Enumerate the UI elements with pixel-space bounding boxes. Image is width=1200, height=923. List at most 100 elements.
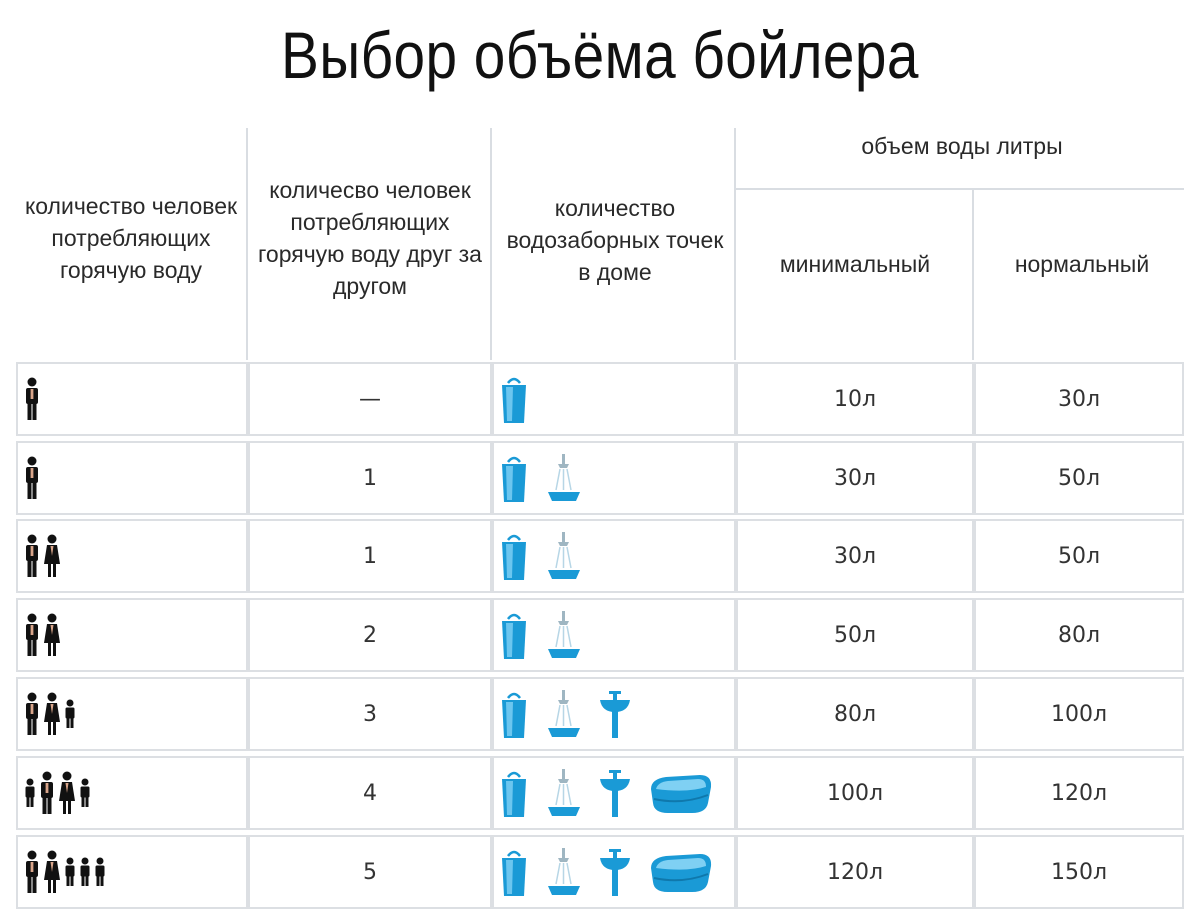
consecutive-cell-value: 5: [363, 859, 377, 885]
min-volume-cell: 50л: [736, 598, 974, 672]
consecutive-cell: 3: [248, 677, 492, 751]
shower-icon: [546, 688, 582, 740]
bucket-icon: [498, 767, 530, 819]
min-volume-cell-value: 100л: [826, 780, 884, 806]
people-cell: [16, 835, 248, 909]
shower-icon: [546, 530, 582, 582]
consecutive-cell: 2: [248, 598, 492, 672]
consecutive-cell-value: 1: [363, 543, 377, 569]
normal-volume-cell: 30л: [974, 362, 1184, 436]
bucket-icon: [498, 452, 530, 504]
shower-icon: [546, 846, 582, 898]
points-cell: [492, 835, 736, 909]
table-row: — 10л 30л: [16, 362, 1184, 436]
min-volume-cell: 30л: [736, 441, 974, 515]
child-icon: [64, 857, 76, 887]
points-cell: [492, 677, 736, 751]
header-points: количество водозаборных точек в доме: [506, 195, 724, 285]
shower-icon: [546, 452, 582, 504]
points-cell: [492, 756, 736, 830]
normal-volume-cell-value: 100л: [1050, 701, 1108, 727]
consecutive-cell-value: 4: [363, 780, 377, 806]
consecutive-cell: 5: [248, 835, 492, 909]
man-icon: [39, 771, 55, 815]
people-cell: [16, 756, 248, 830]
header-people: количество человек потребляющих горячую …: [24, 193, 238, 283]
header-divider: [246, 128, 248, 360]
consecutive-cell-value: 2: [363, 622, 377, 648]
child-icon: [24, 778, 36, 808]
min-volume-cell: 120л: [736, 835, 974, 909]
normal-volume-cell: 50л: [974, 441, 1184, 515]
table-row: 3 80л 100л: [16, 677, 1184, 751]
people-cell: [16, 677, 248, 751]
consecutive-cell: 1: [248, 441, 492, 515]
points-cell: [492, 441, 736, 515]
people-cell: [16, 362, 248, 436]
man-icon: [24, 534, 40, 578]
consecutive-cell-value: —: [359, 386, 381, 412]
sink-icon: [598, 767, 632, 819]
consecutive-cell: 4: [248, 756, 492, 830]
normal-volume-cell: 50л: [974, 519, 1184, 593]
table-row: 2 50л 80л: [16, 598, 1184, 672]
table-row: 4 100л 120л: [16, 756, 1184, 830]
consecutive-cell: 1: [248, 519, 492, 593]
people-cell: [16, 441, 248, 515]
min-volume-cell-value: 10л: [833, 386, 877, 412]
shower-icon: [546, 767, 582, 819]
bucket-icon: [498, 688, 530, 740]
normal-volume-cell-value: 50л: [1057, 543, 1101, 569]
points-cell: [492, 598, 736, 672]
man-icon: [24, 613, 40, 657]
bath-icon: [648, 769, 714, 817]
normal-volume-cell-value: 150л: [1050, 859, 1108, 885]
child-icon: [79, 857, 91, 887]
consecutive-cell-value: 1: [363, 465, 377, 491]
sink-icon: [598, 846, 632, 898]
bucket-icon: [498, 530, 530, 582]
woman-icon: [43, 534, 61, 578]
points-cell: [492, 362, 736, 436]
normal-volume-cell-value: 120л: [1050, 780, 1108, 806]
header-divider: [972, 190, 974, 360]
consecutive-cell-value: 3: [363, 701, 377, 727]
people-cell: [16, 519, 248, 593]
min-volume-cell-value: 120л: [826, 859, 884, 885]
table-row: 1 30л 50л: [16, 441, 1184, 515]
min-volume-cell: 10л: [736, 362, 974, 436]
woman-icon: [43, 692, 61, 736]
consecutive-cell: —: [248, 362, 492, 436]
header-divider: [490, 128, 492, 360]
table-row: 1 30л 50л: [16, 519, 1184, 593]
normal-volume-cell: 120л: [974, 756, 1184, 830]
normal-volume-cell-value: 50л: [1057, 465, 1101, 491]
table-row: 5 120л 150л: [16, 835, 1184, 909]
min-volume-cell-value: 30л: [833, 465, 877, 491]
normal-volume-cell: 80л: [974, 598, 1184, 672]
bucket-icon: [498, 846, 530, 898]
man-icon: [24, 692, 40, 736]
child-icon: [94, 857, 106, 887]
min-volume-cell: 100л: [736, 756, 974, 830]
normal-volume-cell: 100л: [974, 677, 1184, 751]
min-volume-cell: 80л: [736, 677, 974, 751]
header-divider: [734, 128, 736, 360]
child-icon: [64, 699, 76, 729]
bucket-icon: [498, 609, 530, 661]
page-title: Выбор объёма бойлера: [281, 18, 919, 92]
man-icon: [24, 377, 40, 421]
normal-volume-cell: 150л: [974, 835, 1184, 909]
normal-volume-cell-value: 80л: [1057, 622, 1101, 648]
min-volume-cell-value: 50л: [833, 622, 877, 648]
sink-icon: [598, 688, 632, 740]
woman-icon: [58, 771, 76, 815]
header-min: минимальный: [779, 251, 931, 277]
bath-icon: [648, 848, 714, 896]
header-normal: нормальный: [1014, 251, 1150, 277]
header-volume: объем воды литры: [861, 133, 1063, 159]
woman-icon: [43, 613, 61, 657]
shower-icon: [546, 609, 582, 661]
normal-volume-cell-value: 30л: [1057, 386, 1101, 412]
header-divider: [734, 188, 1184, 190]
